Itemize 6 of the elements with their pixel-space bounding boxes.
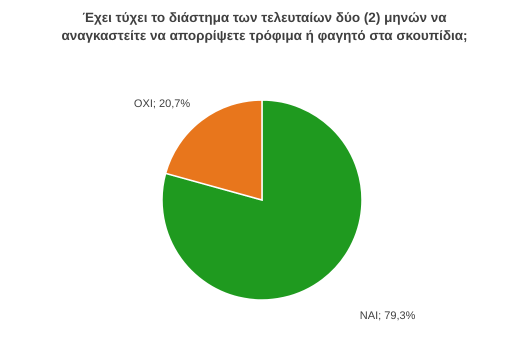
data-label: ; 20,7% bbox=[152, 98, 190, 110]
slice-label: ΝΑΙ bbox=[360, 310, 378, 322]
pie-slice bbox=[161, 99, 363, 301]
slice-label: ΟΧΙ bbox=[134, 98, 153, 110]
chart-title: Έχει τύχει το διάστημα των τελευταίων δύο (2) μηνών να αναγκαστείτε να απορρίψετε τρόφιμα ή φαγητό στα σκουπίδια; bbox=[61, 10, 468, 43]
data-label: ; 79,3% bbox=[378, 310, 416, 322]
